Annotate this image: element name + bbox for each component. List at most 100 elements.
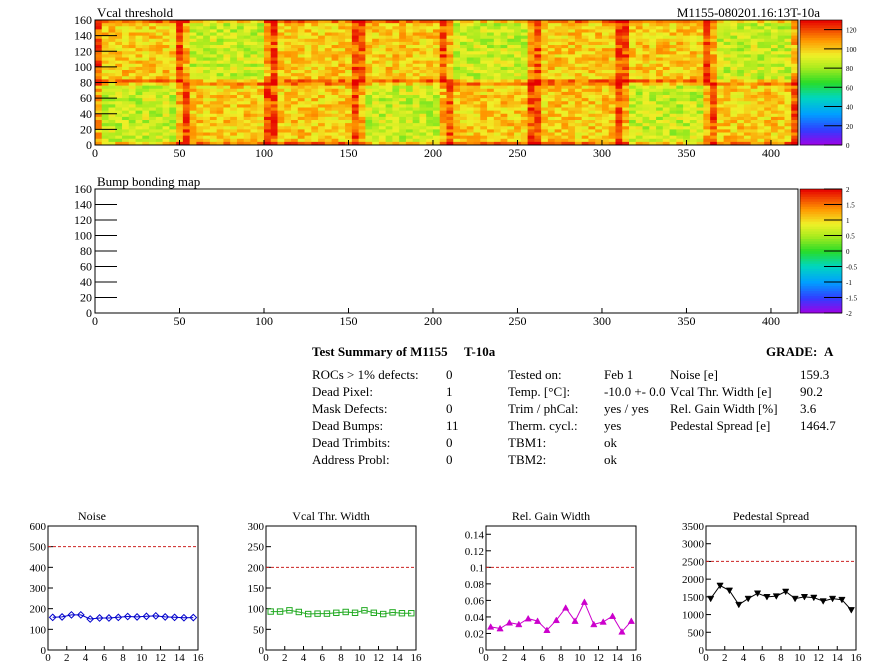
- heatmap-cell: [432, 35, 441, 40]
- heatmap-cell: [534, 76, 542, 80]
- y-tick-label: 0: [699, 645, 705, 657]
- heatmap-cell: [405, 116, 414, 121]
- heatmap-cell: [365, 70, 373, 74]
- heatmap-cell: [351, 73, 360, 77]
- heatmap-cell: [588, 113, 596, 118]
- heatmap-cell: [723, 73, 731, 77]
- heatmap-cell: [473, 79, 481, 83]
- heatmap-cell: [412, 91, 420, 96]
- heatmap-cell: [405, 70, 414, 74]
- heatmap-cell: [345, 129, 353, 133]
- heatmap-cell: [710, 76, 718, 80]
- result-label: Rel. Gain Width [%]: [670, 401, 778, 416]
- heatmap-cell: [446, 110, 454, 115]
- heatmap-cell: [541, 29, 549, 33]
- heatmap-cell: [338, 129, 346, 133]
- heatmap-cell: [608, 35, 616, 40]
- heatmap-cell: [426, 20, 434, 24]
- heatmap-cell: [615, 126, 623, 130]
- heatmap-cell: [209, 51, 218, 55]
- heatmap-cell: [608, 51, 616, 55]
- heatmap-cell: [777, 113, 785, 118]
- heatmap-cell: [338, 32, 346, 37]
- heatmap-cell: [405, 110, 414, 115]
- heatmap-cell: [162, 104, 170, 108]
- heatmap-cell: [466, 60, 474, 65]
- heatmap-cell: [784, 95, 792, 99]
- heatmap-cell: [703, 48, 711, 52]
- heatmap-cell: [284, 113, 292, 118]
- x-tick-label: 0: [92, 146, 98, 160]
- heatmap-cell: [507, 85, 515, 90]
- heatmap-cell: [500, 138, 508, 143]
- heatmap-cell: [432, 26, 441, 30]
- condition-label: Trim / phCal:: [508, 401, 579, 416]
- heatmap-cell: [250, 116, 258, 121]
- heatmap-cell: [284, 73, 292, 77]
- heatmap-cell: [689, 129, 698, 133]
- heatmap-cell: [155, 20, 163, 24]
- heatmap-cell: [284, 98, 292, 102]
- heatmap-cell: [710, 91, 718, 96]
- heatmap-cell: [608, 41, 616, 46]
- heatmap-cell: [480, 126, 488, 130]
- heatmap-cell: [405, 35, 414, 40]
- heatmap-cell: [277, 70, 285, 74]
- heatmap-cell: [520, 76, 529, 80]
- heatmap-cell: [757, 32, 765, 37]
- heatmap-cell: [520, 29, 529, 33]
- heatmap-cell: [757, 29, 765, 33]
- heatmap-cell: [209, 141, 218, 146]
- heatmap-cell: [439, 60, 447, 65]
- data-point: [361, 607, 368, 614]
- heatmap-cell: [656, 54, 664, 58]
- heatmap-cell: [412, 35, 420, 40]
- heatmap-cell: [101, 91, 109, 96]
- heatmap-cell: [142, 101, 150, 105]
- heatmap-cell: [372, 48, 380, 52]
- heatmap-cell: [351, 38, 360, 43]
- heatmap-cell: [128, 23, 136, 27]
- heatmap-cell: [453, 88, 461, 93]
- heatmap-cell: [703, 116, 711, 121]
- heatmap-cell: [338, 104, 346, 108]
- heatmap-cell: [135, 63, 143, 68]
- heatmap-cell: [392, 135, 400, 140]
- heatmap-cell: [615, 35, 623, 40]
- heatmap-cell: [757, 123, 765, 127]
- heatmap-cell: [203, 123, 211, 127]
- heatmap-cell: [419, 38, 427, 43]
- heatmap-cell: [223, 85, 231, 90]
- heatmap-cell: [662, 73, 670, 77]
- heatmap-cell: [716, 101, 725, 105]
- y-tick-label: 0.14: [465, 529, 485, 541]
- heatmap-cell: [770, 104, 779, 108]
- heatmap-cell: [730, 63, 738, 68]
- heatmap-cell: [223, 20, 231, 24]
- heatmap-cell: [507, 120, 515, 124]
- heatmap-cell: [642, 76, 650, 80]
- heatmap-cell: [777, 101, 785, 105]
- data-point: [351, 609, 359, 616]
- heatmap-cell: [263, 123, 272, 127]
- heatmap-cell: [108, 132, 116, 137]
- heatmap-cell: [311, 20, 319, 24]
- heatmap-cell: [176, 29, 184, 33]
- heatmap-cell: [372, 32, 380, 37]
- heatmap-cell: [669, 66, 677, 71]
- y-tick-label: 300: [30, 583, 47, 595]
- heatmap-cell: [432, 126, 441, 130]
- heatmap-cell: [277, 120, 285, 124]
- heatmap-cell: [635, 79, 643, 83]
- heatmap-cell: [169, 73, 177, 77]
- heatmap-cell: [743, 91, 752, 96]
- heatmap-cell: [176, 51, 184, 55]
- condition-label: Temp. [°C]:: [508, 384, 571, 399]
- heatmap-cell: [318, 95, 326, 99]
- heatmap-cell: [122, 123, 130, 127]
- heatmap-cell: [162, 66, 170, 71]
- heatmap-cell: [737, 132, 745, 137]
- heatmap-cell: [385, 45, 393, 49]
- heatmap-cell: [115, 35, 123, 40]
- heatmap-cell: [723, 51, 731, 55]
